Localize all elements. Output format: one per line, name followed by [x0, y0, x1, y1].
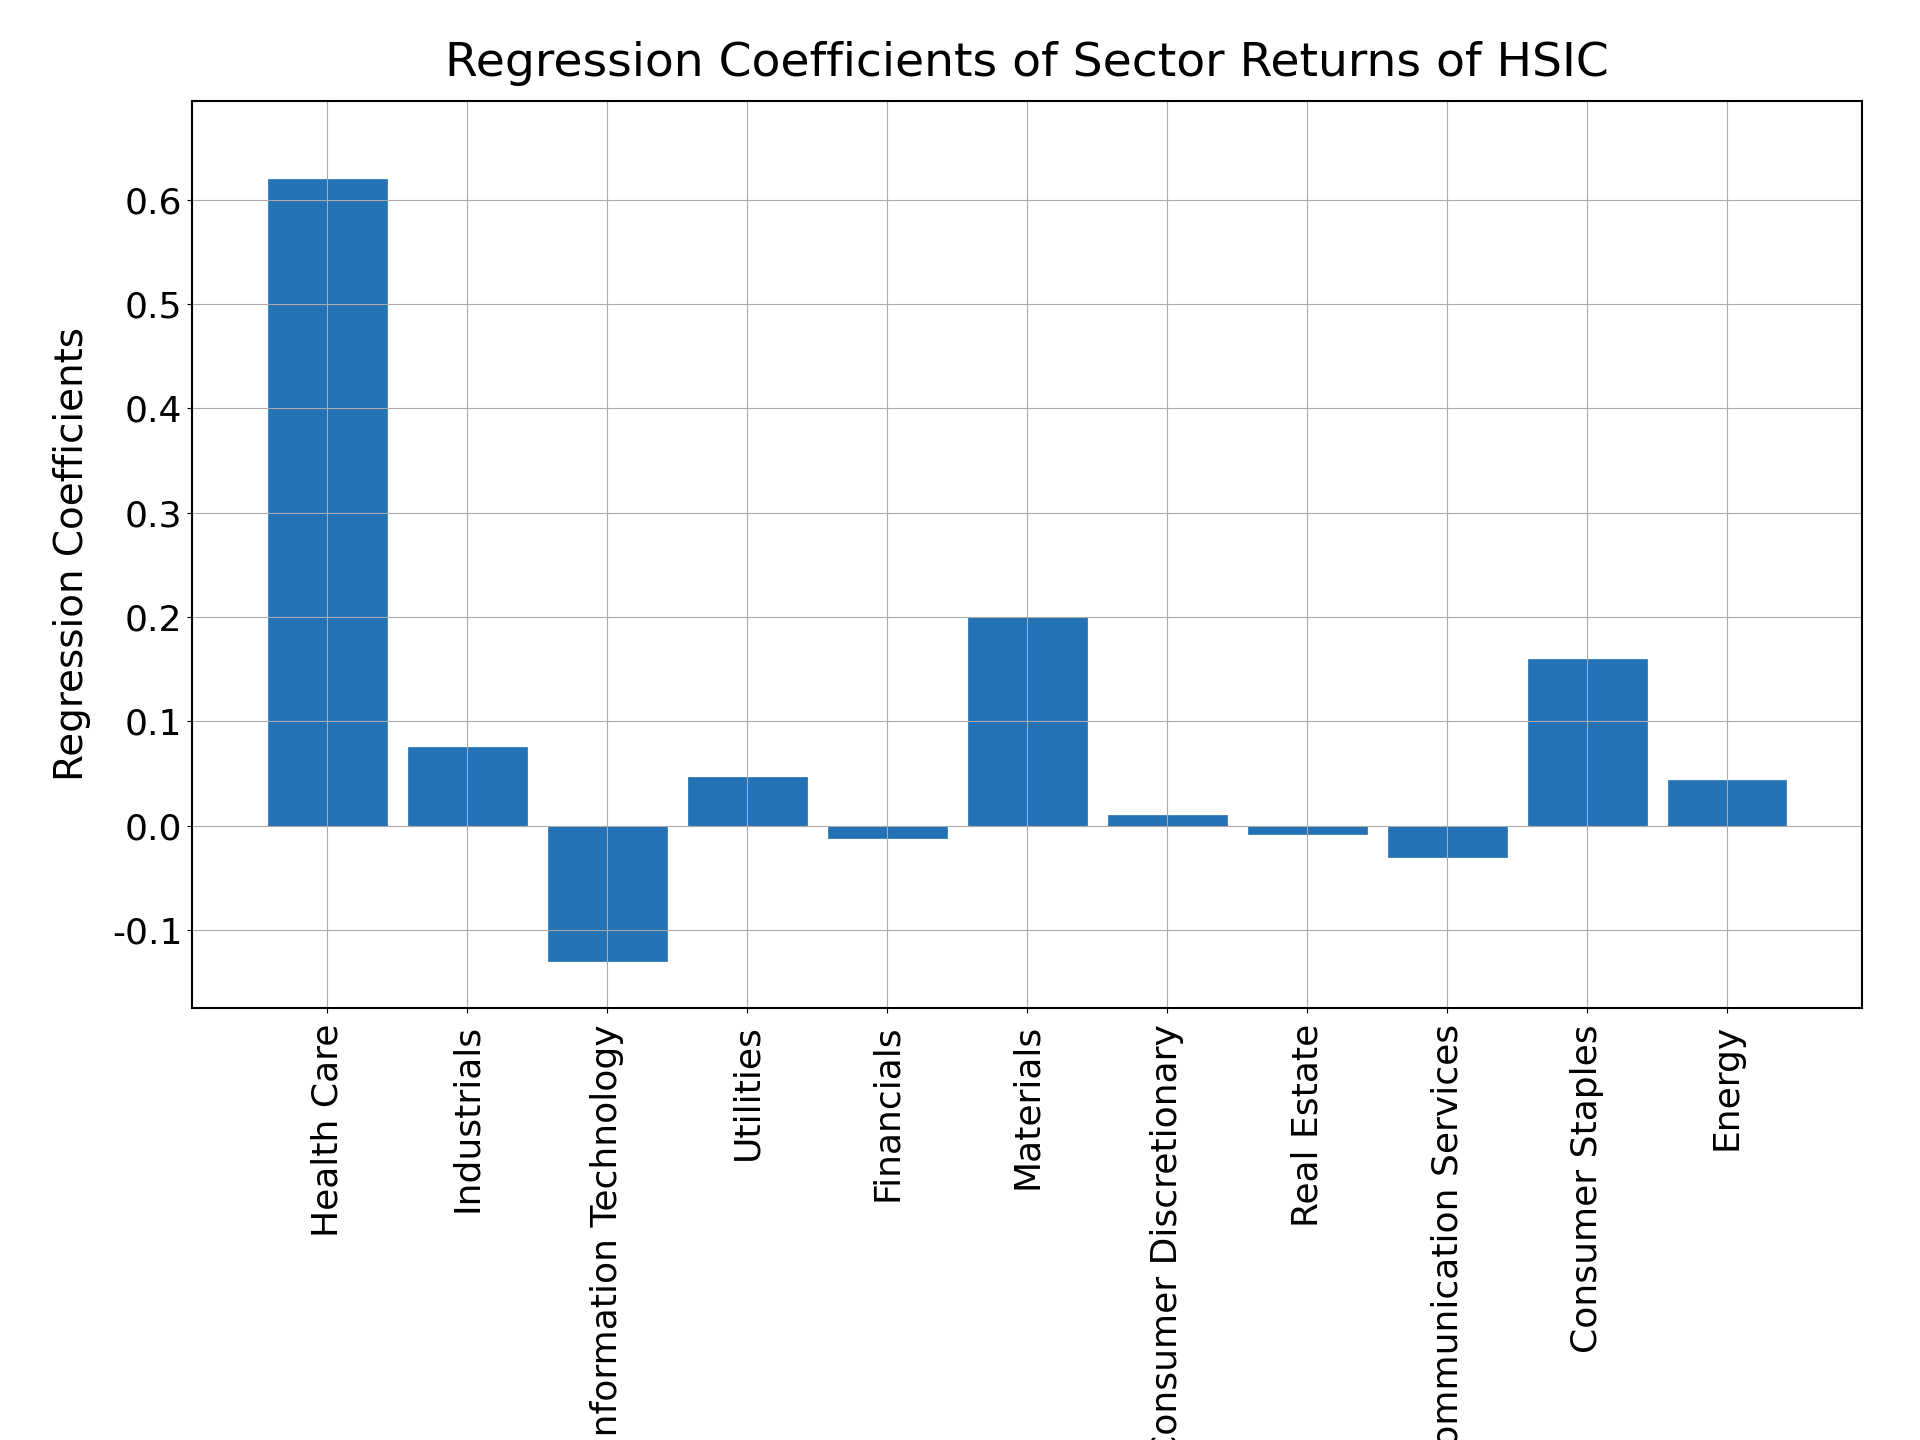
Bar — [407, 747, 526, 825]
Bar — [269, 179, 388, 825]
Bar — [687, 776, 806, 825]
Bar — [1248, 825, 1367, 834]
Bar — [547, 825, 666, 960]
Bar — [1108, 815, 1227, 825]
Bar — [828, 825, 947, 838]
Bar — [1667, 779, 1786, 825]
Bar — [1528, 658, 1647, 825]
Y-axis label: Regression Coefficients: Regression Coefficients — [54, 327, 90, 782]
Bar — [1388, 825, 1507, 857]
Title: Regression Coefficients of Sector Returns of HSIC: Regression Coefficients of Sector Return… — [445, 40, 1609, 86]
Bar — [968, 616, 1087, 825]
